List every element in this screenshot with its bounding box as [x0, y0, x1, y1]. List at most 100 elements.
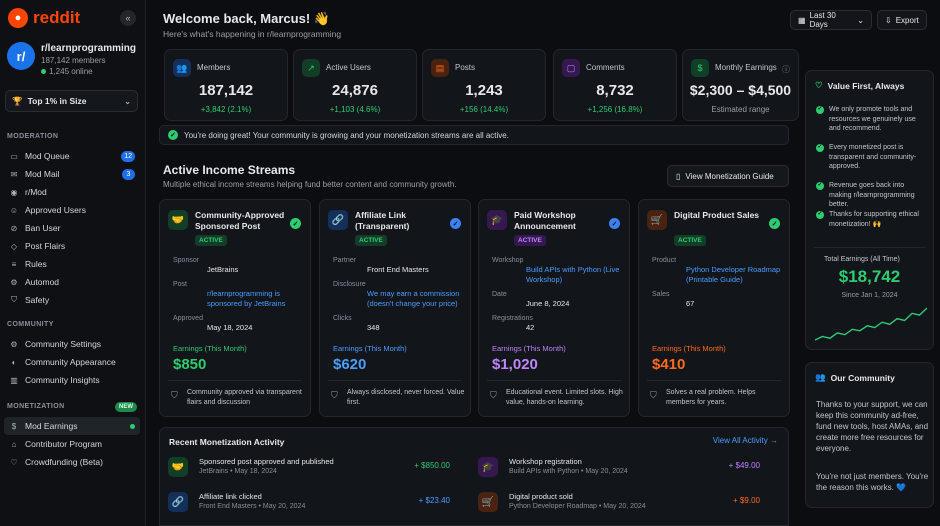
info-icon[interactable]: ⓘ [782, 65, 790, 74]
total-earnings-since: Since Jan 1, 2024 [841, 292, 898, 299]
activity-row[interactable]: 🔗 Affiliate link clicked Front End Maste… [160, 488, 462, 516]
people-icon: 👥 [815, 372, 826, 382]
sidebar-item-community-insights[interactable]: ▥ Community Insights [4, 371, 140, 389]
view-monetization-guide-button[interactable]: ▯ View Monetization Guide [667, 165, 789, 187]
activity-row[interactable]: 🎓 Workshop registration Build APIs with … [470, 453, 772, 481]
user-icon: ☺ [9, 205, 19, 215]
sidebar-item-community-appearance[interactable]: ◐ Community Appearance [4, 353, 140, 371]
field-link[interactable]: r/learnprogramming is sponsored by JetBr… [207, 289, 286, 308]
gear-icon: ⚙ [10, 339, 18, 349]
activity-row[interactable]: 🛒 Digital product sold Python Developer … [470, 488, 772, 516]
sidebar-item-label: Mod Mail [25, 169, 60, 179]
activity-title-text: Sponsored post approved and published [199, 457, 334, 466]
card-note: Always disclosed, never forced. Value fi… [347, 389, 465, 406]
sidebar-item-automod[interactable]: ⚙ Automod [4, 273, 140, 291]
handshake-icon: 🤝 [168, 457, 188, 477]
subreddit-avatar[interactable]: r/ [7, 42, 35, 70]
view-all-activity-link[interactable]: View All Activity → [712, 436, 778, 445]
stat-card-active-users: ↗ Active Users 24,876 +1,103 (4.6%) [293, 49, 417, 121]
sidebar-item-mod-queue[interactable]: ▭ Mod Queue 12 [4, 147, 140, 165]
activity-amount: + $850.00 [414, 461, 450, 470]
logo-text: reddit [33, 8, 81, 27]
card-title: Community-Approved Sponsored Post [195, 210, 285, 231]
monetization-nav: $ Mod Earnings ⌂ Contributor Program ♡ Crow… [4, 417, 140, 471]
field-label: Product [652, 257, 677, 264]
moderation-nav: ▭ Mod Queue 12 ✉ Mod Mail 3 ◉ r/Mod ☺ Approved… [4, 147, 140, 309]
field-label: Sales [652, 291, 670, 298]
sidebar-item-community-settings[interactable]: ⚙ Community Settings [4, 335, 140, 353]
export-button[interactable]: ⇩ Export [877, 10, 927, 30]
stat-card-posts: ▤ Posts 1,243 +156 (14.4%) [422, 49, 546, 121]
card-title: Affiliate Link (Transparent) [355, 210, 410, 231]
cart-icon: 🛒 [647, 210, 667, 230]
card-note: Community approved via transparent flair… [187, 389, 302, 406]
field-link[interactable]: We may earn a commission (doesn't change… [367, 289, 460, 308]
sidebar-item-r-mod[interactable]: ◉ r/Mod [4, 183, 140, 201]
income-card-sponsored-post[interactable]: 🤝 Community-Approved Sponsored Post ✓ AC… [159, 199, 311, 417]
bullet-text: Every monetized post is transparent and … [829, 144, 917, 170]
calendar-icon: ▦ [798, 15, 806, 25]
total-earnings-label: Total Earnings (All Time) [824, 256, 900, 263]
sidebar-item-contributor-program[interactable]: ⌂ Contributor Program [4, 435, 140, 453]
shield-check-icon: ⛉ [331, 390, 338, 400]
bullet-text: We only promote tools and resources we g… [829, 106, 916, 132]
mod-queue-count-badge: 12 [121, 150, 135, 162]
handshake-icon: 🤝 [168, 210, 188, 230]
stat-value: 1,243 [465, 82, 503, 99]
graduation-cap-icon: 🎓 [487, 210, 507, 230]
link-icon: 🔗 [328, 210, 348, 230]
community-paragraph: Thanks to your support, we can keep this… [816, 400, 929, 453]
reddit-logo[interactable]: ● reddit [8, 8, 80, 28]
sidebar-item-mod-earnings[interactable]: $ Mod Earnings [4, 417, 140, 435]
check-circle-icon: ✓ [290, 218, 301, 229]
field-value: 42 [526, 323, 535, 332]
sidebar-item-rules[interactable]: ≡ Rules [4, 255, 140, 273]
check-circle-icon: ✓ [609, 218, 620, 229]
sidebar-item-label: Community Settings [25, 339, 102, 349]
sidebar-item-crowdfunding[interactable]: ♡ Crowdfunding (Beta) [4, 453, 140, 471]
size-badge-dropdown[interactable]: 🏆 Top 1% in Size ⌄ [5, 90, 138, 112]
divider [647, 380, 781, 381]
value-bullet: ✓ Every monetized post is transparent and… [816, 143, 928, 172]
activity-row[interactable]: 🤝 Sponsored post approved and published … [160, 453, 462, 481]
sidebar-item-safety[interactable]: ⛉ Safety [4, 291, 140, 309]
income-card-affiliate-link[interactable]: 🔗 Affiliate Link (Transparent) ✓ ACTIVE … [319, 199, 471, 417]
activity-title: Recent Monetization Activity [169, 437, 285, 447]
earnings-value: $620 [333, 356, 367, 373]
sidebar-item-post-flairs[interactable]: ◇ Post Flairs [4, 237, 140, 255]
sidebar-item-label: Automod [25, 277, 60, 287]
monetization-section-title: MONETIZATION [7, 403, 65, 410]
online-count-text: 1,245 online [49, 67, 93, 76]
earnings-value: $1,020 [492, 356, 538, 373]
divider [814, 247, 925, 248]
field-label: Workshop [492, 257, 524, 264]
stat-change: +1,103 (4.6%) [329, 105, 381, 114]
tag-icon: ◇ [10, 241, 18, 251]
banner-text: You're doing great! Your community is gr… [184, 130, 509, 140]
community-section-title: COMMUNITY [7, 321, 54, 328]
activity-sub: Python Developer Roadmap • May 20, 2024 [509, 503, 646, 510]
earnings-value: $410 [652, 356, 686, 373]
field-link[interactable]: Build APIs with Python (Live Workshop) [526, 265, 620, 284]
sidebar-item-ban-user[interactable]: ⊘ Ban User [4, 219, 140, 237]
stat-label: Active Users [326, 63, 371, 72]
activity-title-text: Digital product sold [509, 492, 573, 501]
subreddit-name[interactable]: r/learnprogramming [41, 43, 137, 54]
stat-value: 24,876 [332, 82, 378, 99]
income-card-paid-workshop[interactable]: 🎓 Paid Workshop Announcement ✓ ACTIVE Wo… [478, 199, 630, 417]
field-value: JetBrains [207, 265, 239, 274]
sidebar-item-mod-mail[interactable]: ✉ Mod Mail 3 [4, 165, 140, 183]
value-bullet: ✓ We only promote tools and resources we … [816, 105, 928, 134]
date-range-select[interactable]: ▦ Last 30 Days ⌄ [790, 10, 872, 30]
sidebar-item-approved-users[interactable]: ☺ Approved Users [4, 201, 140, 219]
income-section-subtitle: Multiple ethical income streams helping … [163, 180, 457, 189]
total-earnings-value: $18,742 [838, 267, 901, 286]
collapse-sidebar-button[interactable]: « [120, 10, 136, 26]
field-link[interactable]: Python Developer Roadmap (Printable Guid… [686, 265, 781, 284]
success-banner: ✓ You're doing great! Your community is … [159, 125, 789, 145]
community-paragraph: You're not just members. You're the reas… [816, 472, 929, 492]
bullet-text: Revenue goes back into making r/learnpro… [829, 182, 915, 208]
card-title: Paid Workshop Announcement [514, 210, 576, 231]
income-card-digital-product[interactable]: 🛒 Digital Product Sales ✓ ACTIVE Product… [638, 199, 790, 417]
date-range-label: Last 30 Days [809, 11, 836, 29]
